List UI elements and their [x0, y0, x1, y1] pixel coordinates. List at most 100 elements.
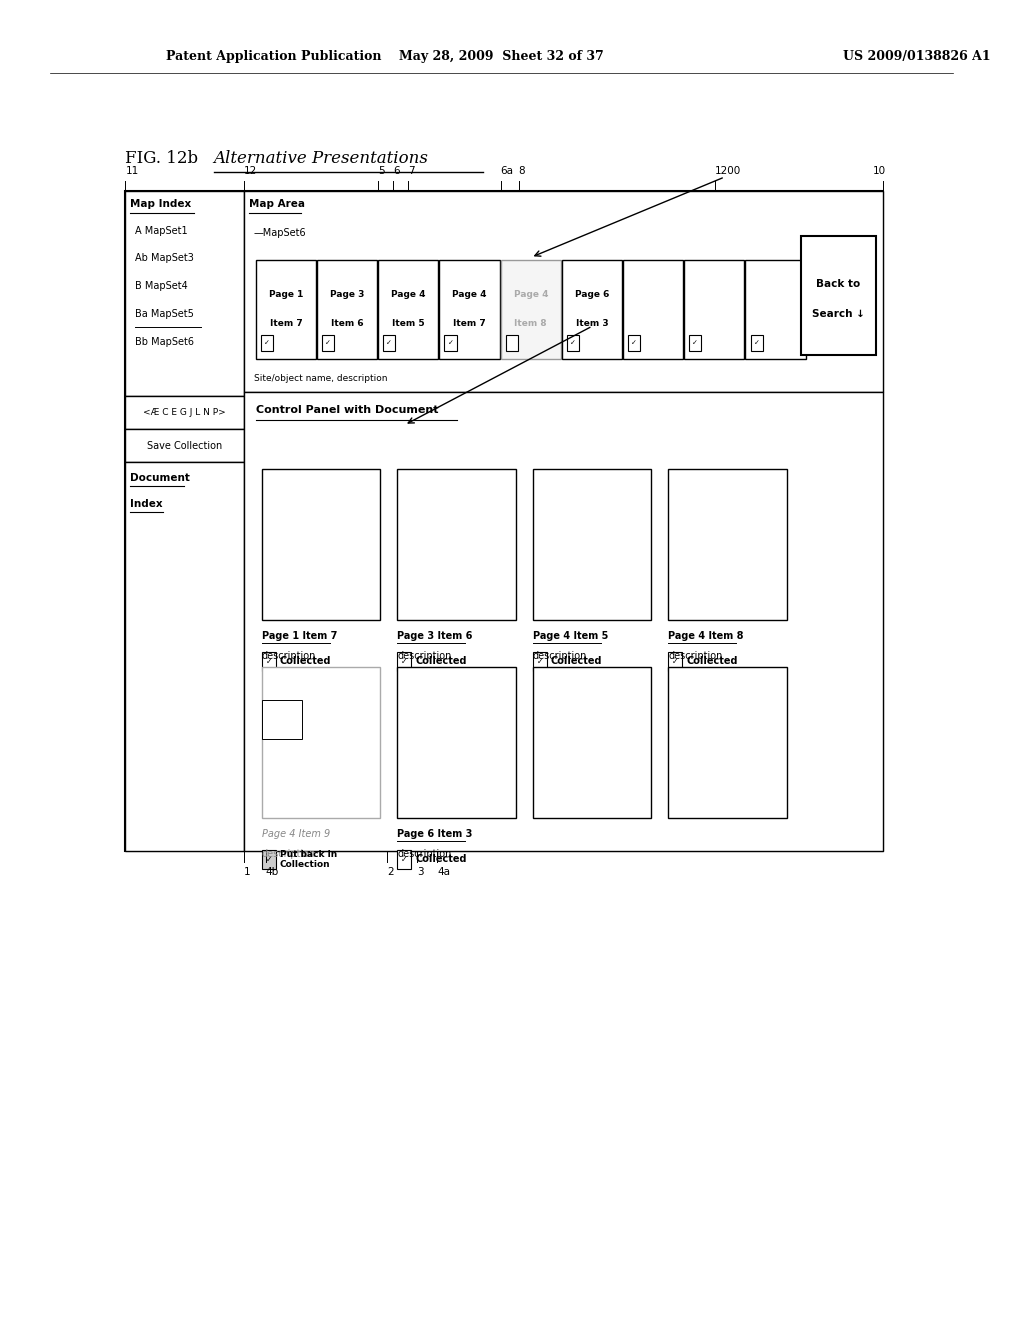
Bar	[378, 260, 438, 359]
Text: Collected: Collected	[280, 656, 332, 667]
Bar	[751, 335, 763, 351]
Text: Page 4: Page 4	[453, 290, 486, 300]
Text: Page 1 Item 7: Page 1 Item 7	[262, 631, 337, 642]
Text: Control Panel with Document: Control Panel with Document	[256, 405, 438, 416]
Text: 6: 6	[393, 165, 400, 176]
Bar	[397, 652, 412, 671]
Bar	[262, 652, 275, 671]
Text: Collected: Collected	[686, 656, 738, 667]
Text: Collected: Collected	[551, 656, 602, 667]
Text: Page 3 Item 6: Page 3 Item 6	[397, 631, 473, 642]
Bar	[801, 236, 876, 355]
Bar	[501, 260, 561, 359]
Text: Back to: Back to	[816, 279, 860, 289]
Text: Page 4: Page 4	[513, 290, 548, 300]
Bar	[532, 667, 651, 818]
Bar	[532, 469, 651, 620]
Text: 6a: 6a	[501, 165, 514, 176]
Text: Patent Application Publication: Patent Application Publication	[166, 50, 381, 63]
Text: 10: 10	[872, 165, 886, 176]
Bar	[383, 335, 395, 351]
Bar	[323, 335, 334, 351]
Text: ✓: ✓	[447, 341, 454, 346]
Bar	[562, 260, 622, 359]
Text: Page 4 Item 9: Page 4 Item 9	[262, 829, 330, 840]
Text: Item 3: Item 3	[575, 319, 608, 329]
Text: Page 3: Page 3	[330, 290, 365, 300]
Text: 4a: 4a	[437, 867, 451, 878]
Bar	[262, 700, 302, 739]
Text: ✓: ✓	[326, 341, 331, 346]
Text: Alternative Presentations: Alternative Presentations	[214, 150, 429, 166]
Bar	[628, 335, 640, 351]
Text: 4b: 4b	[266, 867, 280, 878]
Text: ✓: ✓	[672, 657, 679, 665]
Bar	[669, 652, 682, 671]
Text: ✓: ✓	[631, 341, 637, 346]
Text: Bb MapSet6: Bb MapSet6	[135, 337, 195, 347]
Bar	[684, 260, 744, 359]
Text: Index: Index	[130, 499, 163, 510]
Text: Page 4 Item 5: Page 4 Item 5	[532, 631, 608, 642]
Bar	[745, 260, 806, 359]
Text: Map Area: Map Area	[249, 199, 305, 210]
Text: Page 6: Page 6	[574, 290, 609, 300]
Text: B MapSet4: B MapSet4	[135, 281, 188, 292]
Text: Save Collection: Save Collection	[147, 441, 222, 450]
Text: ✓: ✓	[754, 341, 760, 346]
Text: FIG. 12b: FIG. 12b	[125, 150, 199, 166]
Text: ✓: ✓	[386, 341, 392, 346]
Text: 3: 3	[418, 867, 424, 878]
Text: Search ↓: Search ↓	[812, 309, 864, 318]
Text: ✓: ✓	[692, 341, 698, 346]
Bar	[669, 667, 786, 818]
Text: Item 6: Item 6	[331, 319, 364, 329]
Text: 11: 11	[125, 165, 138, 176]
Text: ✓: ✓	[537, 657, 543, 665]
Text: 8: 8	[519, 165, 525, 176]
Bar	[244, 392, 883, 851]
Text: Collected: Collected	[416, 854, 467, 865]
Text: description: description	[262, 849, 316, 859]
Text: Site/object name, description: Site/object name, description	[254, 375, 387, 383]
Text: Put back in
Collection: Put back in Collection	[280, 850, 337, 869]
Text: Page 1: Page 1	[268, 290, 303, 300]
Text: Item 5: Item 5	[392, 319, 425, 329]
Text: 12: 12	[244, 165, 257, 176]
Text: <Æ C E G J L N P>: <Æ C E G J L N P>	[143, 408, 226, 417]
Text: —MapSet6: —MapSet6	[254, 228, 306, 239]
Text: Document: Document	[130, 473, 190, 483]
Bar	[261, 335, 273, 351]
Text: description: description	[397, 849, 452, 859]
Text: ✓: ✓	[264, 341, 270, 346]
Text: description: description	[669, 651, 723, 661]
Text: 1: 1	[244, 867, 251, 878]
Text: ✓: ✓	[401, 855, 408, 863]
Text: 1200: 1200	[715, 165, 741, 176]
Text: Ab MapSet3: Ab MapSet3	[135, 253, 195, 264]
Text: ✓: ✓	[265, 657, 272, 665]
Bar	[669, 469, 786, 620]
Bar	[397, 469, 516, 620]
Bar	[125, 429, 244, 462]
Text: description: description	[262, 651, 316, 661]
Text: US 2009/0138826 A1: US 2009/0138826 A1	[843, 50, 990, 63]
Text: Collected: Collected	[416, 656, 467, 667]
Bar	[567, 335, 579, 351]
Text: 5: 5	[378, 165, 385, 176]
Bar	[397, 667, 516, 818]
Bar	[125, 396, 244, 429]
Bar	[244, 191, 883, 392]
Text: description: description	[397, 651, 452, 661]
Bar	[623, 260, 683, 359]
Bar	[444, 335, 457, 351]
Bar	[262, 667, 380, 818]
Text: ✓: ✓	[570, 341, 575, 346]
Text: May 28, 2009  Sheet 32 of 37: May 28, 2009 Sheet 32 of 37	[399, 50, 604, 63]
Bar	[262, 469, 380, 620]
Bar	[532, 652, 547, 671]
Text: Map Index: Map Index	[130, 199, 191, 210]
Bar	[397, 850, 412, 869]
Bar	[125, 462, 244, 851]
Text: description: description	[532, 651, 587, 661]
